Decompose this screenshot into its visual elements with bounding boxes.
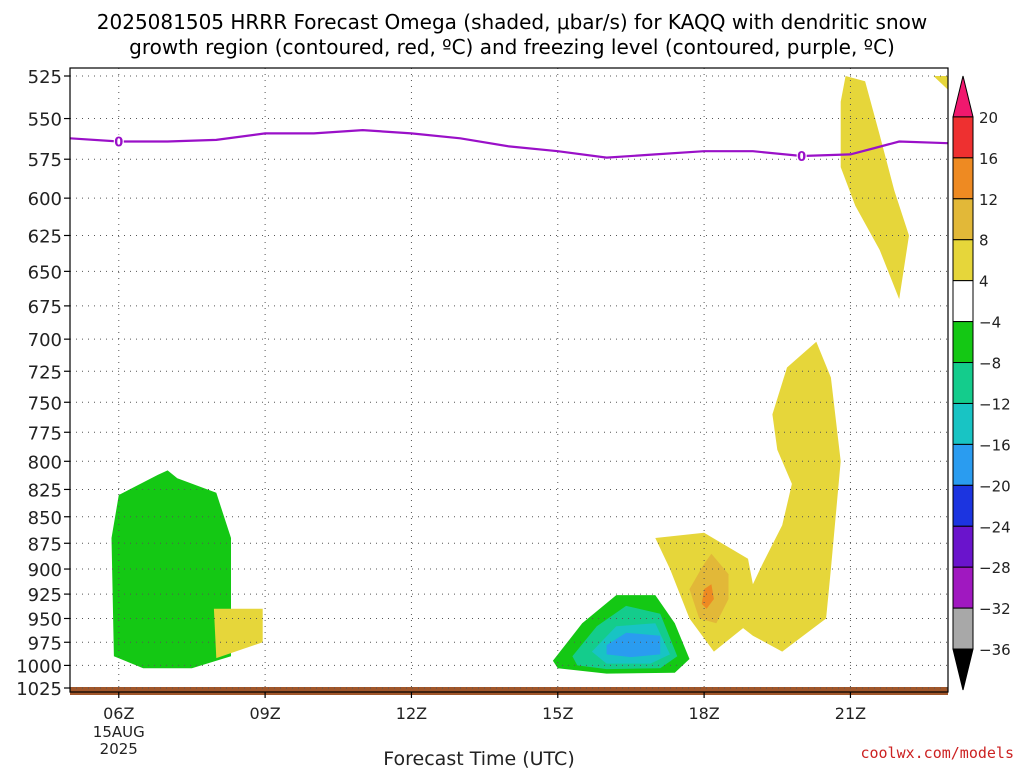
- freezing-level-label: 0: [797, 150, 806, 165]
- freezing-level-label: 0: [114, 136, 123, 151]
- chart-title: 2025081505 HRRR Forecast Omega (shaded, …: [96, 10, 928, 34]
- colorbar-cap-top: [952, 75, 974, 118]
- y-axis: 525 550 575 600 625 650 675 700 725 750 775 800 825 8…: [16, 67, 70, 700]
- colorbar-segment: [952, 566, 974, 609]
- x-tick-sublabel: 2025: [100, 740, 138, 758]
- colorbar-label: −16: [979, 436, 1011, 454]
- colorbar-segment: [952, 402, 974, 445]
- colorbar-label: −12: [979, 395, 1011, 413]
- x-tick-label: 09Z: [249, 704, 280, 723]
- y-tick-label: 800: [28, 452, 62, 473]
- colorbar-label: −36: [979, 641, 1011, 659]
- x-tick-label: 15Z: [542, 704, 573, 723]
- y-tick-label: 975: [28, 633, 62, 654]
- y-tick-label: 625: [28, 226, 62, 247]
- y-tick-label: 750: [28, 393, 62, 414]
- freezing-level-line: [69, 128, 949, 159]
- y-tick-label: 675: [28, 297, 62, 318]
- colorbar-segment: [952, 525, 974, 568]
- colorbar-segment: [952, 607, 974, 650]
- colorbar-segment: [952, 157, 974, 200]
- colorbar-label: −24: [979, 518, 1011, 536]
- contour-label-bg: [796, 149, 807, 164]
- x-tick-label: 18Z: [688, 704, 719, 723]
- x-tick-label: 21Z: [835, 704, 866, 723]
- colorbar-label: 12: [979, 191, 998, 209]
- y-tick-label: 825: [28, 480, 62, 501]
- colorbar-segment: [952, 362, 974, 404]
- y-tick-label: 650: [28, 262, 62, 283]
- credit-text: coolwx.com/models: [860, 744, 1014, 762]
- colorbar-label: −32: [979, 600, 1011, 618]
- colorbar-segment: [952, 116, 974, 159]
- omega-shading: [111, 76, 948, 674]
- plot-border: [69, 67, 949, 693]
- y-tick-label: 775: [28, 423, 62, 444]
- colorbar-label: 16: [979, 150, 998, 168]
- y-tick-label: 575: [28, 150, 62, 171]
- y-tick-label: 700: [28, 330, 62, 351]
- y-tick-label: 875: [28, 534, 62, 555]
- colorbar-label: −8: [979, 355, 1001, 373]
- colorbar-segment: [952, 484, 974, 527]
- descent-08z: [213, 608, 263, 659]
- y-tick-label: 550: [28, 110, 62, 131]
- y-tick-label: 900: [28, 560, 62, 581]
- y-tick-label: 1000: [16, 656, 62, 677]
- x-tick-sublabel: 15AUG: [93, 723, 145, 741]
- y-tick-label: 1025: [16, 679, 62, 700]
- y-tick-label: 925: [28, 585, 62, 606]
- y-tick-label: 850: [28, 508, 62, 529]
- ascent-core-06z: [111, 470, 231, 669]
- descent-23z: [933, 76, 948, 90]
- y-tick-label: 950: [28, 609, 62, 630]
- colorbar-segment: [952, 321, 974, 364]
- x-axis-title: Forecast Time (UTC): [383, 748, 574, 768]
- descent-22z: [840, 76, 909, 300]
- descent-18z: [701, 584, 714, 609]
- colorbar-label: 8: [979, 232, 989, 250]
- y-tick-label: 525: [28, 67, 62, 88]
- freezing-level-contour: 00: [69, 128, 949, 165]
- colorbar-cap-bottom: [952, 648, 974, 691]
- grid-lines: [70, 68, 948, 692]
- colorbar-label: 20: [979, 109, 998, 127]
- colorbar-segment: [952, 280, 974, 323]
- ground-bar: [70, 687, 948, 695]
- y-tick-label: 600: [28, 189, 62, 210]
- colorbar-segment: [952, 239, 974, 282]
- x-tick-label: 12Z: [396, 704, 427, 723]
- chart-subtitle: growth region (contoured, red, ºC) and f…: [129, 35, 895, 59]
- y-tick-label: 725: [28, 362, 62, 383]
- colorbar-label: −4: [979, 314, 1001, 332]
- plot-frame: [69, 67, 949, 693]
- colorbar-segment: [952, 443, 974, 486]
- x-tick-label: 06Z: [103, 704, 134, 723]
- contour-label-bg: [113, 134, 124, 149]
- colorbar-label: −20: [979, 477, 1011, 495]
- ascent-16z: [606, 632, 661, 658]
- colorbar-label: −28: [979, 559, 1011, 577]
- colorbar-segment: [952, 198, 974, 241]
- ground-strip: [70, 687, 948, 695]
- colorbar: 20 16 12 8 4 −4 −8 −12 −16 −20 −24 −28 −32 −36: [952, 75, 1011, 691]
- colorbar-label: 4: [979, 273, 989, 291]
